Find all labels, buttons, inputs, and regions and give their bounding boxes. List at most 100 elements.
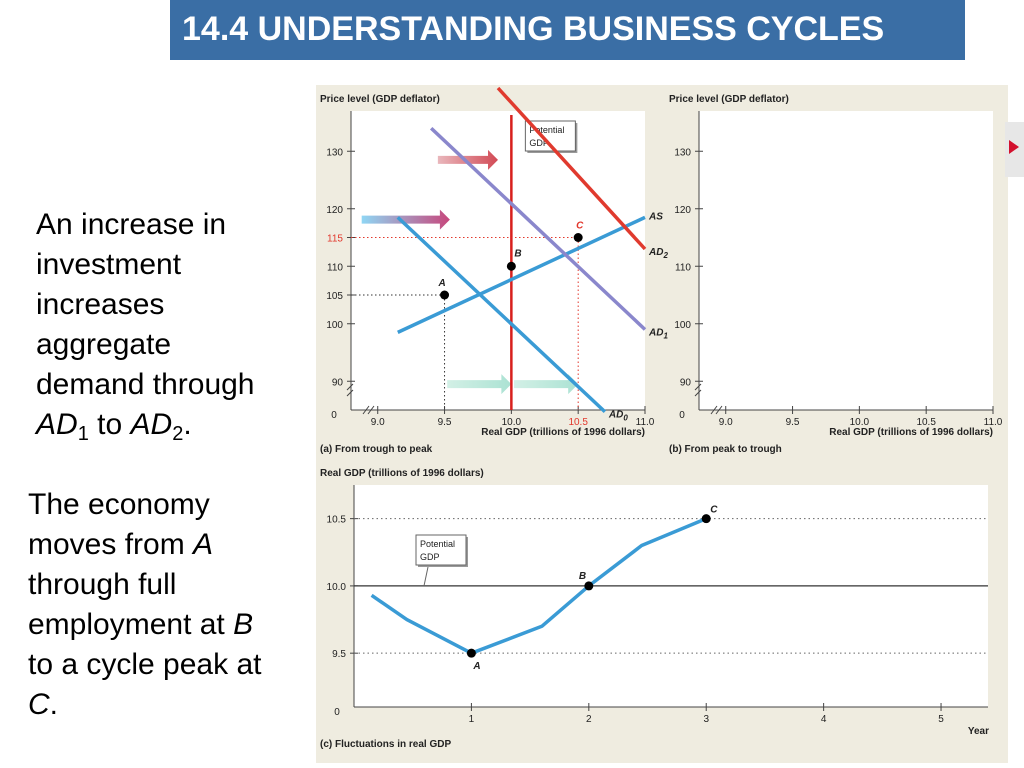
gdp-shift-arrow-2 xyxy=(514,374,579,395)
panel-b-y-tick-label: 120 xyxy=(674,205,691,216)
text-line: An increase in xyxy=(36,208,227,241)
page-title: 14.4 UNDERSTANDING BUSINESS CYCLES xyxy=(182,10,885,48)
point-label-a: A xyxy=(438,278,446,289)
panel-a-y-tick-label: 105 xyxy=(326,291,343,302)
panel-a-x-tick-label: 10.0 xyxy=(502,417,522,428)
panel-a-origin-label: 0 xyxy=(331,410,337,421)
ad-subscript: 1 xyxy=(77,423,89,445)
text-line: demand through xyxy=(36,368,255,401)
panel-a-x-tick-label: 9.5 xyxy=(438,417,452,428)
panel-c-caption: (c) Fluctuations in real GDP xyxy=(320,739,451,750)
panel-b-x-tick-label: 9.5 xyxy=(786,417,800,428)
gdp-point-label-c: C xyxy=(710,505,718,516)
ad-symbol: AD xyxy=(130,408,173,441)
panel-a-y-tick-label: 100 xyxy=(326,320,343,331)
panel-a-y-tick-label: 130 xyxy=(326,147,343,158)
panel-b-y-tick-label: 110 xyxy=(675,262,691,273)
panel-c-x-tick-label: 1 xyxy=(469,714,475,725)
panel-c-x-tick-label: 3 xyxy=(703,714,709,725)
panel-b-origin-label: 0 xyxy=(679,410,685,421)
curve-ad0 xyxy=(396,216,607,414)
point-label-B: B xyxy=(233,608,254,641)
real-gdp-series-line xyxy=(370,517,707,655)
panel-a-y-tick-label: 90 xyxy=(332,377,344,388)
potential-gdp-c-callout-text: Potential xyxy=(420,539,455,549)
panel-a-caption: (a) From trough to peak xyxy=(320,444,433,455)
potential-gdp-a-callout-text: GDP xyxy=(529,138,549,148)
potential-gdp-c-leader xyxy=(423,566,429,587)
panel-c-x-tick-label: 2 xyxy=(586,714,592,725)
panel-c-y-tick-label: 10.0 xyxy=(327,582,347,593)
period: . xyxy=(183,408,192,441)
ad-shift-arrow-middle xyxy=(361,209,450,230)
gdp-shift-arrow-1 xyxy=(447,374,512,395)
panel-b-y-axis-label: Price level (GDP deflator) xyxy=(669,94,789,105)
equilibrium-point-b xyxy=(506,261,516,271)
panel-c-origin-label: 0 xyxy=(334,707,340,718)
gdp-point-label-b: B xyxy=(579,571,586,582)
curve-ad1 xyxy=(429,126,647,331)
panel-a-x-tick-label: 10.5 xyxy=(568,417,588,428)
panel-a-y-tick-label: 115 xyxy=(327,234,343,245)
next-slide-arrow[interactable] xyxy=(1005,122,1024,177)
panel-a-y-tick-label: 110 xyxy=(327,262,343,273)
curve-ad2 xyxy=(496,86,647,251)
text-line: employment at B xyxy=(28,608,254,641)
figure-svg: Price level (GDP deflator) Real GDP (tril… xyxy=(320,86,1003,750)
connector-word: to xyxy=(88,408,131,441)
panel-b-plot-area xyxy=(699,111,993,410)
panel-a-x-axis-label: Real GDP (trillions of 1996 dollars) xyxy=(481,427,645,438)
panel-c-y-tick-label: 9.5 xyxy=(332,649,346,660)
explanation-text-1: An increase in investment increases aggr… xyxy=(36,205,255,445)
panel-a-axis-break xyxy=(346,383,354,397)
panel-b-caption: (b) From peak to trough xyxy=(669,444,782,455)
panel-b-y-tick-label: 90 xyxy=(680,377,692,388)
curve-label-subscript: 2 xyxy=(662,251,668,260)
ad-shift-arrow-top xyxy=(437,149,498,170)
text-line: AD1 to AD2. xyxy=(36,405,255,445)
point-label-c: C xyxy=(576,221,584,232)
panel-c-x-tick-label: 4 xyxy=(821,714,827,725)
point-label-A: A xyxy=(193,528,214,561)
panel-a-x-tick-label: 9.0 xyxy=(371,417,385,428)
panel-a-plot-area xyxy=(351,111,645,410)
panel-b-axis-break xyxy=(694,383,702,397)
panel-b-x-tick-label: 9.0 xyxy=(719,417,733,428)
explanation-text-2: The economy moves from A through full em… xyxy=(28,485,261,725)
gdp-point-a xyxy=(466,648,476,658)
text-line: through full xyxy=(28,568,177,601)
panel-c-x-axis-label: Year xyxy=(968,726,989,737)
curve-label-subscript: 1 xyxy=(663,332,668,341)
panel-b-x-tick-label: 10.5 xyxy=(916,417,936,428)
text-line: investment xyxy=(36,248,182,281)
equilibrium-point-a xyxy=(440,290,450,300)
panel-b-x-tick-label: 11.0 xyxy=(984,417,1003,428)
text-line: aggregate xyxy=(36,328,172,361)
text-line: The economy xyxy=(28,488,210,521)
curve-label-ad2: AD2 xyxy=(648,247,668,260)
panel-a-y-axis-label: Price level (GDP deflator) xyxy=(320,94,440,105)
gdp-point-b xyxy=(584,581,594,591)
ad-symbol: AD xyxy=(36,408,78,441)
panel-c-y-axis-label: Real GDP (trillions of 1996 dollars) xyxy=(320,468,484,479)
equilibrium-point-c xyxy=(573,233,583,242)
curve-label-ad0: AD0 xyxy=(608,410,628,423)
text-line: C. xyxy=(28,688,59,721)
panel-c-y-tick-label: 10.5 xyxy=(327,515,347,526)
potential-gdp-a-callout-text: Potential xyxy=(529,125,564,135)
panel-b-y-tick-label: 130 xyxy=(674,147,691,158)
potential-gdp-c-callout-text: GDP xyxy=(420,552,440,562)
text-line: to a cycle peak at xyxy=(28,648,262,681)
gdp-point-c xyxy=(701,514,711,524)
title-bar: 14.4 UNDERSTANDING BUSINESS CYCLES xyxy=(170,0,965,60)
panel-c-plot-area xyxy=(354,485,988,707)
panel-b-axis-break xyxy=(710,405,723,415)
ad-subscript: 2 xyxy=(172,423,184,445)
arrow-right-icon xyxy=(1009,140,1019,154)
panel-b-x-tick-label: 10.0 xyxy=(850,417,870,428)
panel-b-x-axis-label: Real GDP (trillions of 1996 dollars) xyxy=(829,427,993,438)
point-label-C: C xyxy=(28,688,50,721)
panel-a-x-tick-label: 11.0 xyxy=(636,417,655,428)
gdp-point-label-a: A xyxy=(472,661,480,672)
curve-label-subscript: 0 xyxy=(623,414,628,423)
